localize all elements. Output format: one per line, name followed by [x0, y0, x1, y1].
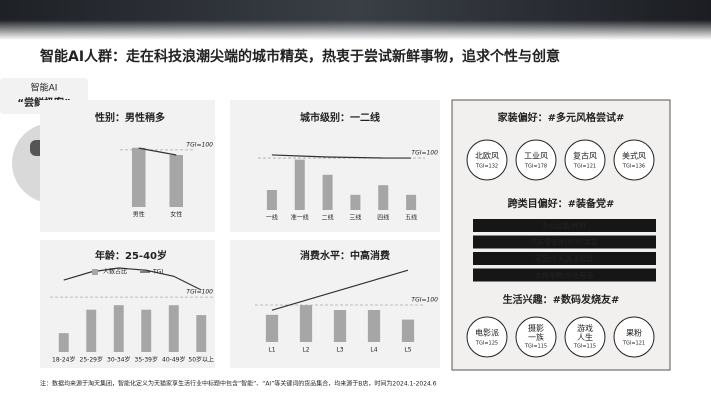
tag-name: 游戏: [577, 323, 593, 333]
tag-name: 果粉: [626, 328, 642, 338]
legend-label: TGI: [152, 269, 163, 276]
tag-circle: [515, 316, 557, 358]
bar: [168, 305, 179, 352]
reference-label: TGI=100: [411, 150, 438, 157]
x-tick-label: 男性: [133, 211, 145, 219]
category-bar: [473, 219, 656, 232]
x-tick-label: L1: [268, 347, 275, 354]
chart-panel: [230, 240, 440, 368]
tag-name: 电影派: [475, 328, 499, 338]
x-tick-label: 40-49岁: [162, 356, 185, 364]
footnote: 注：数据均来源于淘天集团，智能化定义为天猫家享生活行业中标题中包含“智能”、“A…: [40, 380, 437, 388]
category-bar: [473, 252, 656, 265]
tag-name: 摄影: [528, 323, 544, 333]
x-tick-label: L2: [302, 347, 309, 354]
x-tick-label: L4: [370, 347, 377, 354]
tag-circle: [613, 139, 655, 181]
bar: [113, 305, 124, 352]
reference-label: TGI=100: [186, 141, 213, 148]
x-tick-label: 50岁以上: [188, 356, 214, 364]
tgi-line: [271, 154, 412, 159]
bar: [86, 309, 97, 352]
tag-name: 复古风: [573, 151, 597, 161]
tag-name: 北欧风: [475, 151, 499, 161]
x-tick-label: 25-29岁: [80, 356, 103, 364]
bar: [294, 159, 305, 210]
section-title: 跨类目偏好：#装备党#: [508, 197, 615, 210]
tag-circle: [564, 316, 606, 358]
category-label: 汽车零部件/养护/美容: [530, 238, 598, 247]
x-tick-label: 女性: [170, 211, 182, 219]
x-tick-label: 一线: [266, 214, 278, 222]
bar: [350, 194, 361, 210]
section-title: 生活兴趣：#数码发烧友#: [503, 293, 620, 306]
tag-tgi: TGI=136: [622, 164, 645, 170]
reference-label: TGI=100: [411, 296, 438, 303]
category-label: 文具电教/文化用品: [535, 271, 593, 280]
section-title: 家装偏好：#多元风格尝试#: [498, 111, 625, 124]
chart-title: 城市级别：一二线: [300, 111, 380, 124]
tag-tgi: TGI=121: [622, 341, 645, 347]
tag-circle: [564, 139, 606, 181]
tag-circle: [515, 139, 557, 181]
x-tick-label: 35-39岁: [135, 356, 158, 364]
x-tick-label: 五线: [405, 214, 417, 222]
bar: [58, 333, 69, 352]
legend-swatch: [92, 269, 98, 275]
x-tick-label: L3: [336, 347, 343, 354]
banner-fade: [0, 20, 711, 40]
tag-tgi: TGI=115: [573, 344, 596, 350]
category-bar: [473, 235, 656, 249]
legend-label: 人数占比: [103, 268, 127, 276]
chart-panel: [230, 100, 440, 232]
bar: [169, 155, 183, 207]
tag-circle: [466, 139, 508, 181]
category-bar: [473, 268, 656, 282]
bar: [265, 314, 279, 342]
tag-tgi: TGI=132: [475, 164, 498, 170]
page-title: 智能AI人群：走在科技浪潮尖端的城市精英，热衷于尝试新鲜事物，追求个性与创意: [39, 48, 560, 65]
reference-label: TGI=100: [186, 289, 213, 296]
tgi-line: [63, 267, 202, 291]
x-tick-label: 二线: [322, 214, 334, 222]
category-label: 家庭/个人清洁用具: [535, 254, 593, 263]
persona-label: 智能AI: [31, 82, 58, 94]
tgi-line: [271, 269, 409, 311]
x-tick-label: L5: [404, 347, 411, 354]
chart-panel: [40, 100, 215, 232]
tag-name: 工业风: [524, 151, 548, 161]
tag-circle: [466, 316, 508, 358]
tag-tgi: TGI=125: [475, 341, 498, 347]
x-tick-label: 18-24岁: [52, 356, 75, 364]
bar: [378, 185, 389, 210]
bar: [406, 194, 417, 210]
bar: [367, 310, 381, 342]
tag-name: 人生: [577, 332, 593, 342]
chart-title: 年龄：25-40岁: [95, 249, 167, 262]
x-tick-label: 三线: [349, 214, 361, 222]
tag-circle: [613, 316, 655, 358]
bar: [299, 305, 313, 342]
bar: [266, 190, 277, 210]
bar: [141, 309, 152, 352]
bar: [132, 147, 146, 207]
tag-name: 一族: [528, 332, 544, 342]
chart-title: 消费水平：中高消费: [300, 249, 390, 262]
x-tick-label: 30-34岁: [107, 356, 130, 364]
bar: [333, 310, 347, 342]
tgi-line: [138, 147, 177, 156]
x-tick-label: 四线: [377, 214, 389, 222]
tag-tgi: TGI=115: [524, 344, 547, 350]
bar: [322, 174, 333, 210]
tag-tgi: TGI=178: [524, 164, 547, 170]
bar: [401, 319, 415, 342]
tag-name: 美式风: [622, 151, 646, 161]
chart-title: 性别：男性稍多: [94, 111, 165, 124]
category-label: 办公设备/耗材: [542, 221, 586, 230]
x-tick-label: 准一线: [291, 214, 309, 222]
chart-panel: [40, 240, 215, 368]
bar: [196, 315, 207, 352]
tag-tgi: TGI=121: [573, 164, 596, 170]
